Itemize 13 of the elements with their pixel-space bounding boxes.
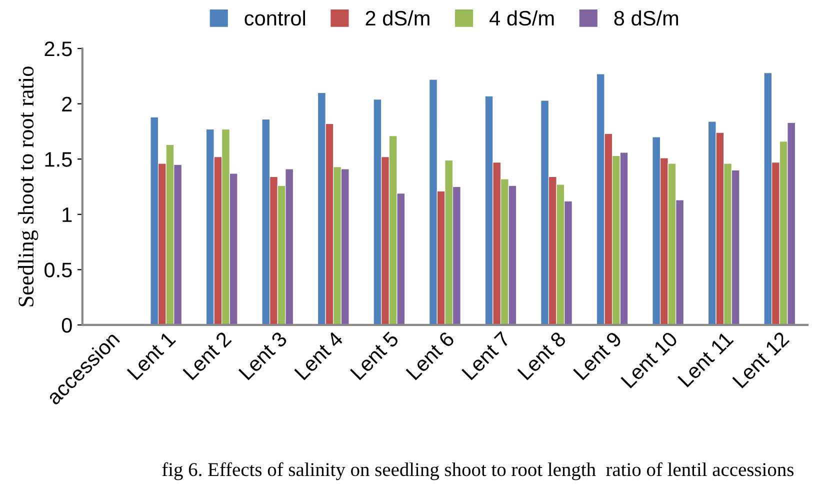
legend-label: control xyxy=(244,10,306,26)
y-tick-label: 2.5 xyxy=(44,42,72,56)
legend-label: 4 dS/m xyxy=(490,10,554,26)
legend-label: 2 dS/m xyxy=(366,10,430,26)
caption: fig 6. Effects of salinity on seedling shoot to root length ratio of lentil accessions xyxy=(162,462,794,480)
legend-label: 8 dS/m xyxy=(614,10,678,26)
x-tick-label: Lent 1 xyxy=(126,331,176,380)
y-tick-label: 0 xyxy=(62,318,72,333)
y-tick-label: 1 xyxy=(62,208,72,222)
y-tick-label: 1.5 xyxy=(45,152,72,167)
y-axis-title: Seedling shoot to root ratio xyxy=(18,66,38,306)
y-tick-label: 0.5 xyxy=(44,262,72,278)
y-tick-label: 2 xyxy=(62,96,72,112)
